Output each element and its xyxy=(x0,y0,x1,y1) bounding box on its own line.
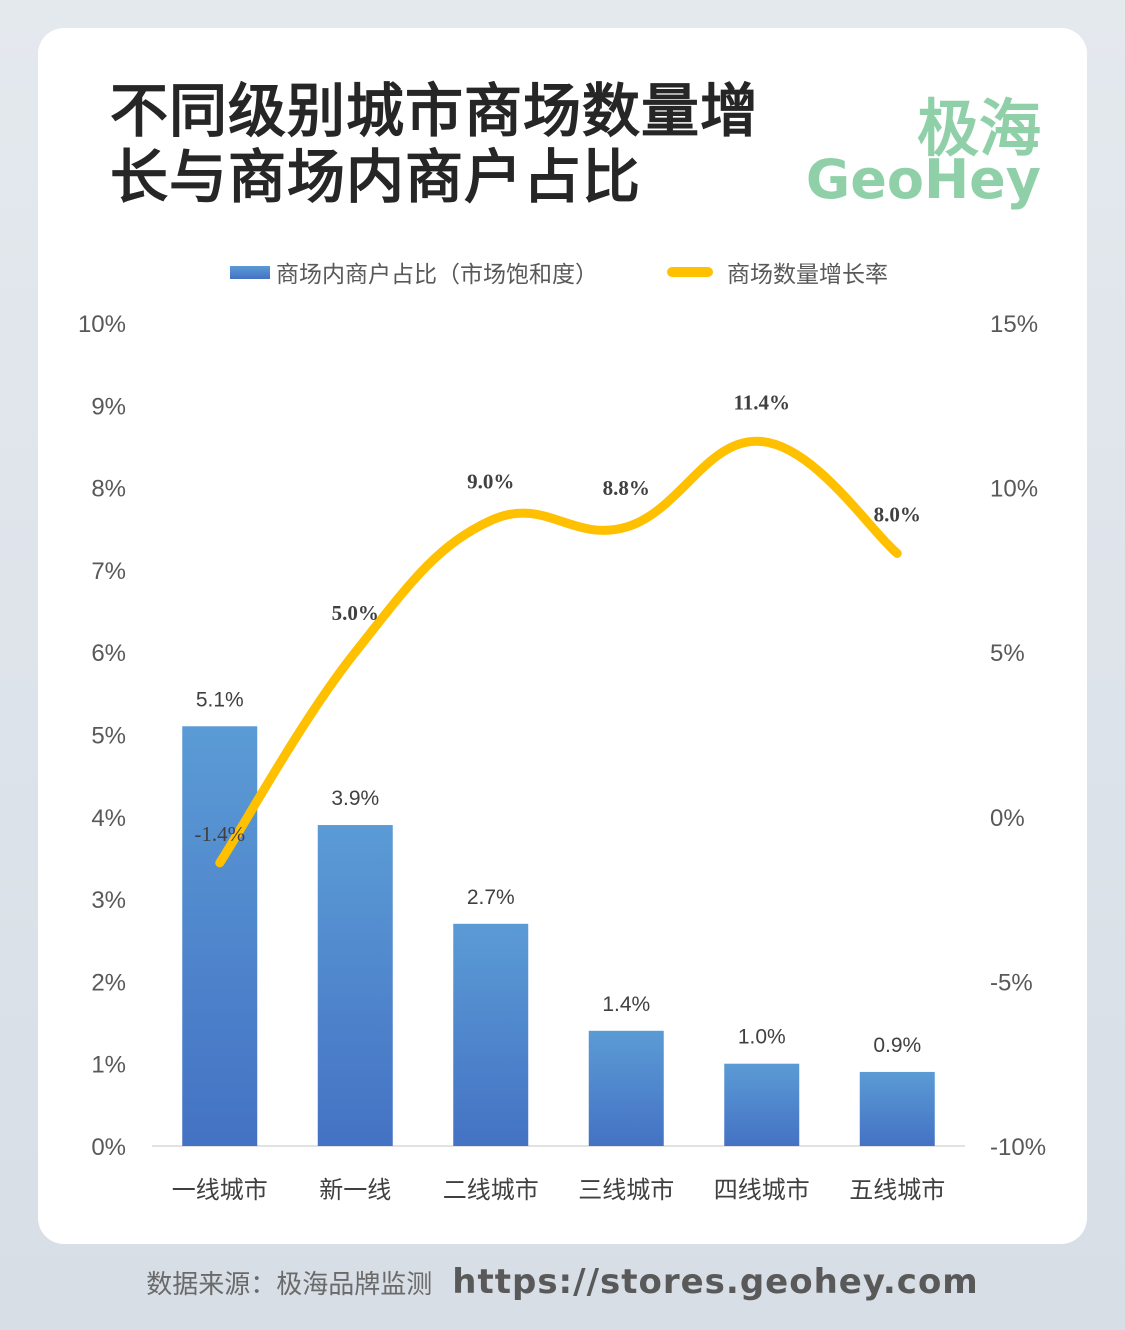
source-url[interactable]: https://stores.geohey.com xyxy=(452,1262,979,1302)
bar-data-label: 1.0% xyxy=(738,1026,786,1049)
growth-line xyxy=(215,436,902,868)
y-left-tick-label: 5% xyxy=(91,723,126,750)
x-tick-label: 四线城市 xyxy=(714,1177,810,1204)
y-right-tick-label: 5% xyxy=(990,640,1025,667)
y-left-tick-label: 0% xyxy=(91,1134,126,1161)
y-left-tick-label: 9% xyxy=(91,393,126,420)
legend-item-line: 商场数量增长率 xyxy=(667,255,888,289)
brand-logo-cn: 极海 xyxy=(916,92,1041,165)
y-right-tick-label: 15% xyxy=(990,311,1038,338)
chart-legend: 商场内商户占比（市场饱和度） 商场数量增长率 xyxy=(0,255,1125,291)
bar xyxy=(588,1030,664,1146)
line-data-label: 9.0% xyxy=(467,470,514,494)
bar-data-label: 2.7% xyxy=(467,886,515,909)
y-right-tick-label: 10% xyxy=(990,476,1038,503)
bar xyxy=(859,1071,935,1146)
y-left-tick-label: 8% xyxy=(91,476,126,503)
legend-label-line: 商场数量增长率 xyxy=(727,262,888,288)
bar xyxy=(182,726,258,1146)
bar-data-label: 3.9% xyxy=(331,787,379,810)
line-data-label: 8.0% xyxy=(874,502,921,526)
y-right-tick-label: 0% xyxy=(990,805,1025,832)
footer: 数据来源：极海品牌监测 https://stores.geohey.com xyxy=(0,1262,1125,1312)
chart-title: 不同级别城市商场数量增长与商场内商户占比 xyxy=(110,77,760,211)
line-data-label: 11.4% xyxy=(733,391,790,415)
bar xyxy=(724,1063,800,1146)
line-data-label: -1.4% xyxy=(194,822,245,846)
line-data-label: 8.8% xyxy=(603,476,650,500)
x-tick-label: 二线城市 xyxy=(443,1177,539,1204)
y-left-tick-label: 10% xyxy=(78,311,126,338)
y-right-tick-label: -5% xyxy=(990,969,1033,996)
y-left-tick-label: 4% xyxy=(91,805,126,832)
y-left-tick-label: 3% xyxy=(91,887,126,914)
x-tick-label: 新一线 xyxy=(319,1177,391,1204)
y-left-tick-label: 2% xyxy=(91,969,126,996)
legend-swatch-bar xyxy=(230,265,270,279)
y-left-tick-label: 1% xyxy=(91,1052,126,1079)
legend-swatch-line xyxy=(667,267,713,277)
x-tick-label: 三线城市 xyxy=(578,1177,674,1204)
x-tick-label: 一线城市 xyxy=(172,1177,268,1204)
data-source: 数据来源：极海品牌监测 xyxy=(146,1270,433,1300)
legend-item-bar: 商场内商户占比（市场饱和度） xyxy=(230,255,598,289)
line-data-label: 5.0% xyxy=(332,601,379,625)
bar xyxy=(453,923,529,1146)
bar xyxy=(317,825,393,1146)
x-tick-label: 五线城市 xyxy=(849,1177,945,1204)
y-left-tick-label: 6% xyxy=(91,640,126,667)
bar-data-label: 0.9% xyxy=(873,1034,921,1057)
brand-logo-en: GeoHey xyxy=(805,148,1041,211)
y-left-tick-label: 7% xyxy=(91,558,126,585)
bar-data-label: 5.1% xyxy=(196,688,244,711)
bar-data-label: 1.4% xyxy=(602,993,650,1016)
y-right-tick-label: -10% xyxy=(990,1134,1046,1161)
legend-label-bar: 商场内商户占比（市场饱和度） xyxy=(276,262,598,288)
